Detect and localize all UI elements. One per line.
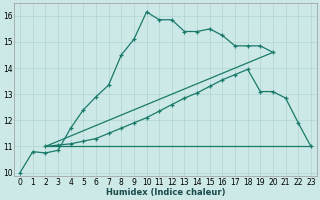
X-axis label: Humidex (Indice chaleur): Humidex (Indice chaleur) — [106, 188, 225, 197]
